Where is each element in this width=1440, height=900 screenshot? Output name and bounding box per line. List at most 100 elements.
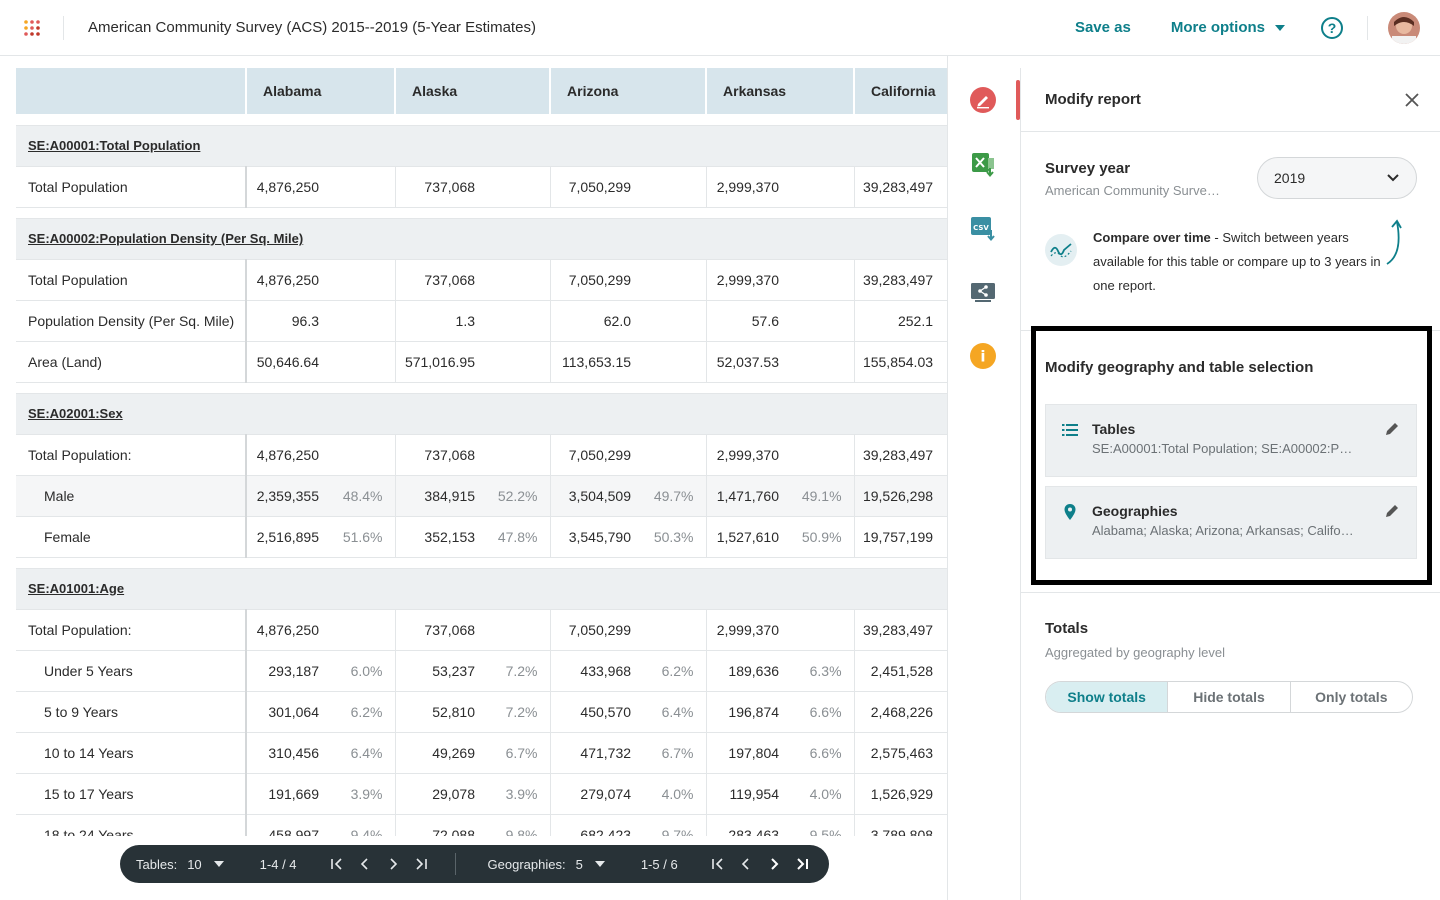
value-cell: 57.6 bbox=[706, 300, 792, 342]
geographies-card[interactable]: Geographies Alabama; Alaska; Arizona; Ar… bbox=[1045, 486, 1417, 559]
totals-title: Totals bbox=[1045, 620, 1089, 637]
percent-cell: 3.9% bbox=[487, 773, 551, 815]
csv-icon-text: CSV bbox=[973, 224, 989, 232]
percent-cell bbox=[487, 259, 551, 301]
column-header[interactable]: Arizona bbox=[549, 68, 707, 114]
section-row: SE:A00001:Total Population bbox=[16, 125, 948, 167]
percent-cell bbox=[643, 259, 707, 301]
percent-cell: 6.2% bbox=[643, 650, 707, 692]
value-cell: 310,456 bbox=[246, 732, 331, 774]
geographies-next-page-icon[interactable] bbox=[760, 850, 788, 878]
help-icon[interactable]: ? bbox=[1321, 16, 1343, 39]
table-row: Total Population: 4,876,250 737,068 7,050,2… bbox=[16, 434, 948, 476]
table-row: Female 2,516,895 51.6% 352,153 47.8% 3,545,79… bbox=[16, 516, 948, 558]
percent-cell: 52.2% bbox=[487, 475, 551, 517]
row-label: 18 to 24 Years bbox=[16, 814, 247, 836]
value-cell: 50,646.64 bbox=[246, 341, 331, 383]
percent-cell: 49.7% bbox=[643, 475, 707, 517]
table-row: 15 to 17 Years 191,669 3.9% 29,078 3.9% 279,0… bbox=[16, 773, 948, 815]
percent-cell: 9.7% bbox=[643, 814, 707, 836]
survey-year-select[interactable]: 2019 bbox=[1257, 157, 1417, 199]
percent-cell bbox=[331, 300, 396, 342]
percent-cell bbox=[487, 341, 551, 383]
list-icon bbox=[1062, 422, 1078, 441]
column-header[interactable]: Alabama bbox=[244, 68, 396, 114]
percent-cell bbox=[791, 341, 855, 383]
value-cell: 293,187 bbox=[246, 650, 331, 692]
pager-divider bbox=[454, 853, 456, 875]
tables-next-page-icon[interactable] bbox=[379, 850, 407, 878]
section-title-link[interactable]: SE:A01001:Age bbox=[28, 581, 125, 596]
section-title-link[interactable]: SE:A00001:Total Population bbox=[28, 138, 201, 153]
table-row: Area (Land) 50,646.64 571,016.95 113,653.15… bbox=[16, 341, 948, 383]
value-cell: 72,088 bbox=[395, 814, 488, 836]
more-options-label: More options bbox=[1170, 19, 1265, 36]
table-row: Male 2,359,355 48.4% 384,915 52.2% 3,504,509 4… bbox=[16, 475, 948, 517]
pencil-icon[interactable] bbox=[1384, 421, 1400, 440]
geographies-per-page-select[interactable]: 5 bbox=[576, 857, 605, 872]
percent-cell: 48.4% bbox=[331, 475, 396, 517]
close-icon[interactable] bbox=[1402, 90, 1422, 110]
value-cell: 49,269 bbox=[395, 732, 488, 774]
value-cell: 96.3 bbox=[246, 300, 331, 342]
csv-download-icon[interactable]: CSV bbox=[968, 213, 998, 243]
app-grid-logo-icon[interactable] bbox=[0, 15, 64, 40]
save-as-button[interactable]: Save as bbox=[1074, 19, 1131, 36]
value-cell: 19,757,199 bbox=[854, 516, 948, 558]
percent-cell bbox=[791, 300, 855, 342]
percent-cell bbox=[643, 166, 707, 208]
percent-cell: 4.0% bbox=[643, 773, 707, 815]
percent-cell: 7.2% bbox=[487, 691, 551, 733]
geographies-card-title: Geographies bbox=[1092, 503, 1178, 519]
info-icon[interactable]: i bbox=[968, 341, 998, 371]
excel-download-icon[interactable] bbox=[968, 149, 998, 179]
row-label: Area (Land) bbox=[16, 341, 247, 383]
report-table-viewport[interactable]: Alabama Alaska Arizona Arkansas Californ… bbox=[16, 68, 948, 836]
avatar[interactable] bbox=[1388, 11, 1420, 44]
value-cell: 737,068 bbox=[395, 166, 488, 208]
percent-cell: 50.9% bbox=[791, 516, 855, 558]
percent-cell bbox=[643, 434, 707, 476]
geographies-prev-page-icon[interactable] bbox=[732, 850, 760, 878]
more-options-button[interactable]: More options bbox=[1171, 19, 1285, 36]
geo-section-title: Modify geography and table selection bbox=[1045, 359, 1314, 376]
tables-card[interactable]: Tables SE:A00001:Total Population; SE:A0… bbox=[1045, 404, 1417, 477]
page-title: American Community Survey (ACS) 2015--20… bbox=[88, 19, 536, 36]
value-cell: 113,653.15 bbox=[550, 341, 644, 383]
percent-cell bbox=[487, 300, 551, 342]
value-cell: 39,283,497 bbox=[854, 166, 948, 208]
tables-prev-page-icon[interactable] bbox=[351, 850, 379, 878]
table-row: Population Density (Per Sq. Mile) 96.3 1.3… bbox=[16, 300, 948, 342]
section-row: SE:A00002:Population Density (Per Sq. Mi… bbox=[16, 218, 948, 260]
pencil-icon[interactable] bbox=[1384, 503, 1400, 522]
geographies-first-page-icon[interactable] bbox=[704, 850, 732, 878]
percent-cell bbox=[791, 434, 855, 476]
share-icon[interactable] bbox=[968, 277, 998, 307]
table-row: 10 to 14 Years 310,456 6.4% 49,269 6.7% 471,7… bbox=[16, 732, 948, 774]
row-label: Population Density (Per Sq. Mile) bbox=[16, 300, 247, 342]
table-row: Under 5 Years 293,187 6.0% 53,237 7.2% 433,96… bbox=[16, 650, 948, 692]
tables-per-page-select[interactable]: 10 bbox=[187, 857, 224, 872]
section-title-link[interactable]: SE:A00002:Population Density (Per Sq. Mi… bbox=[28, 231, 304, 246]
column-header[interactable]: Alaska bbox=[394, 68, 551, 114]
hide-totals-button[interactable]: Hide totals bbox=[1167, 682, 1289, 712]
value-cell: 189,636 bbox=[706, 650, 792, 692]
value-cell: 2,359,355 bbox=[246, 475, 331, 517]
value-cell: 191,669 bbox=[246, 773, 331, 815]
row-label: 15 to 17 Years bbox=[16, 773, 247, 815]
show-totals-button[interactable]: Show totals bbox=[1046, 682, 1168, 712]
tables-last-page-icon[interactable] bbox=[407, 850, 435, 878]
edit-icon[interactable] bbox=[968, 85, 998, 115]
value-cell: 2,575,463 bbox=[854, 732, 948, 774]
percent-cell bbox=[643, 341, 707, 383]
section-title-link[interactable]: SE:A02001:Sex bbox=[28, 406, 123, 421]
column-header[interactable]: Arkansas bbox=[705, 68, 855, 114]
percent-cell: 3.9% bbox=[331, 773, 396, 815]
value-cell: 1,527,610 bbox=[706, 516, 792, 558]
value-cell: 39,283,497 bbox=[854, 609, 948, 651]
geographies-last-page-icon[interactable] bbox=[788, 850, 816, 878]
tables-first-page-icon[interactable] bbox=[323, 850, 351, 878]
column-header[interactable]: California bbox=[853, 68, 948, 114]
percent-cell: 9.5% bbox=[791, 814, 855, 836]
only-totals-button[interactable]: Only totals bbox=[1289, 682, 1412, 712]
